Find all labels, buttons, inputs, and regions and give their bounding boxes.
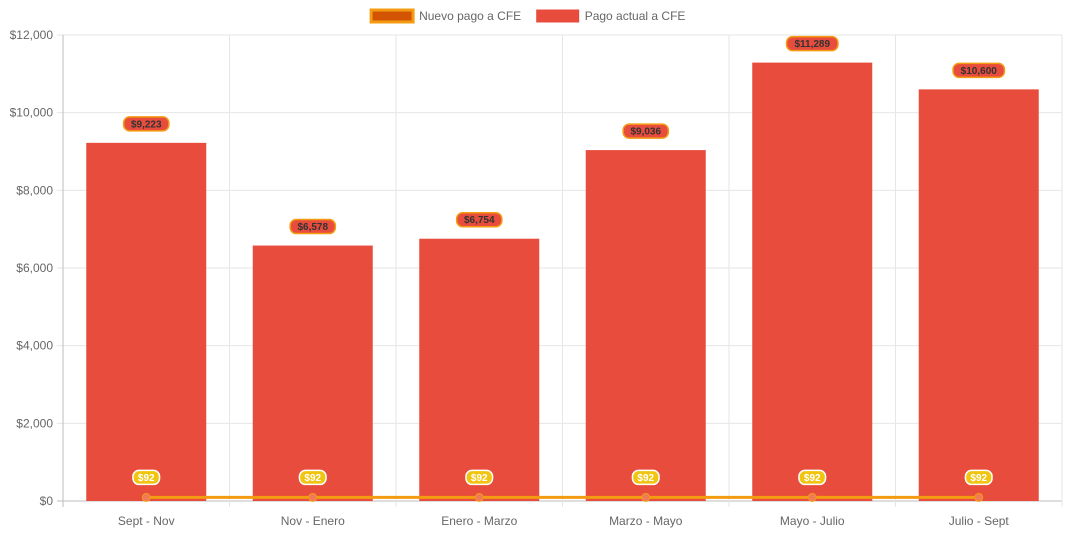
- line-point: [974, 492, 984, 502]
- bar: [752, 62, 873, 501]
- y-tick-label: $12,000: [10, 28, 54, 42]
- line-data-label-bg: [298, 469, 327, 486]
- line-point: [641, 492, 651, 502]
- line-data-label: $92: [304, 473, 321, 484]
- line-data-label: $92: [637, 473, 654, 484]
- x-tick-label: Mayo - Julio: [780, 514, 845, 528]
- bar: [918, 89, 1039, 501]
- bar-data-label: $9,036: [630, 127, 661, 138]
- bar-data-label-bg: [952, 62, 1006, 79]
- line-data-label: $92: [804, 473, 821, 484]
- line-data-label-bg: [132, 469, 161, 486]
- line-data-label: $92: [471, 473, 488, 484]
- y-tick-label: $10,000: [10, 106, 54, 120]
- bar-data-label: $6,754: [464, 215, 495, 226]
- line-data-label-bg: [465, 469, 494, 486]
- bar-data-label: $10,600: [961, 66, 998, 77]
- y-tick-label: $0: [40, 494, 54, 508]
- bar: [585, 150, 706, 502]
- legend-swatch: [536, 9, 580, 23]
- line-point: [474, 492, 484, 502]
- bar-data-label-bg: [785, 35, 839, 52]
- bar-data-label: $11,289: [794, 39, 830, 50]
- bar-data-label: $9,223: [131, 119, 162, 130]
- bar-data-label-bg: [622, 123, 670, 139]
- y-tick-label: $8,000: [16, 183, 53, 197]
- line-data-label: $92: [138, 473, 155, 484]
- line-point: [807, 492, 817, 502]
- line-point: [308, 492, 318, 502]
- line-data-label-bg: [798, 469, 827, 486]
- bar-data-label: $6,578: [297, 222, 328, 233]
- line-point: [141, 492, 151, 502]
- line-data-label-bg: [964, 469, 993, 486]
- bar: [252, 245, 373, 501]
- line-data-label-bg: [631, 469, 660, 486]
- x-tick-label: Enero - Marzo: [441, 514, 517, 528]
- bar: [86, 142, 207, 502]
- bar-data-label-bg: [455, 211, 503, 228]
- legend-swatch: [369, 8, 415, 24]
- legend-label: Pago actual a CFE: [585, 9, 686, 23]
- x-tick-label: Nov - Enero: [281, 514, 345, 528]
- y-tick-label: $6,000: [16, 261, 53, 275]
- x-tick-label: Sept - Nov: [118, 514, 175, 528]
- y-tick-label: $4,000: [16, 339, 53, 353]
- bar-data-label-bg: [289, 218, 337, 235]
- bar-data-label-bg: [122, 116, 170, 132]
- y-tick-label: $2,000: [16, 416, 53, 430]
- legend-label: Nuevo pago a CFE: [419, 9, 521, 23]
- line-data-label: $92: [970, 473, 987, 484]
- bar: [419, 238, 540, 501]
- x-tick-label: Marzo - Mayo: [609, 514, 683, 528]
- x-tick-label: Julio - Sept: [949, 514, 1010, 528]
